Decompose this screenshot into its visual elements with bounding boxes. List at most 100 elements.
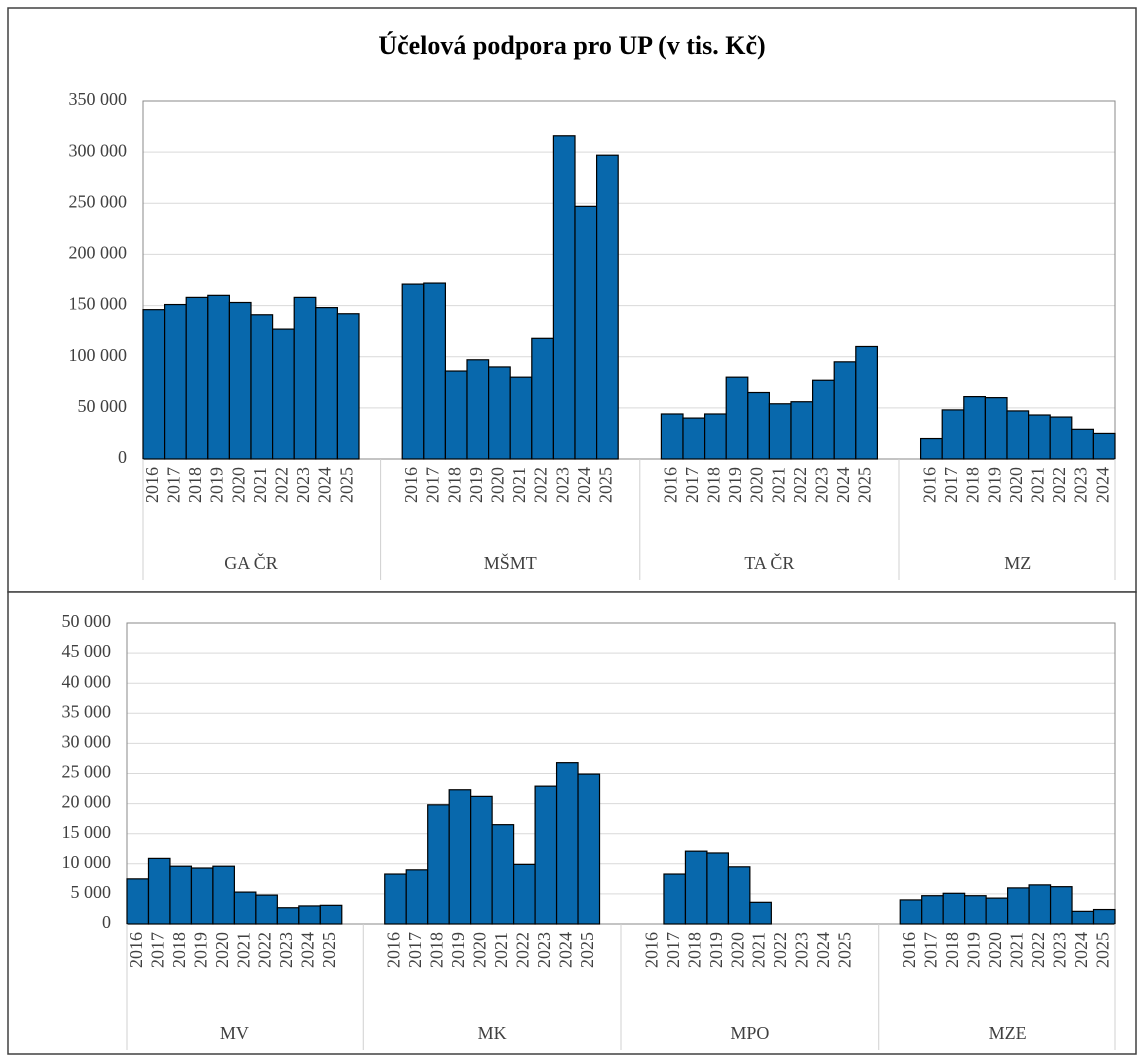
bar — [747, 391, 770, 460]
x-tick-label: 2018 — [169, 932, 189, 968]
y-tick-label: 45 000 — [62, 641, 112, 661]
x-tick-label: 2020 — [747, 467, 767, 503]
group-label: MPO — [730, 1023, 769, 1043]
x-tick-label: 2023 — [552, 467, 572, 503]
bar — [164, 303, 187, 460]
bar — [531, 337, 554, 460]
bar — [703, 413, 727, 460]
x-tick-label: 2018 — [444, 467, 464, 503]
bar — [660, 413, 684, 460]
x-tick-label: 2020 — [985, 932, 1005, 968]
x-tick-label: 2017 — [164, 467, 184, 503]
group-label: MŠMT — [484, 552, 537, 573]
x-tick-label: 2023 — [812, 467, 832, 503]
x-tick-label: 2025 — [855, 467, 875, 503]
bar — [466, 359, 490, 460]
group-label: MZE — [989, 1023, 1027, 1043]
bar — [942, 892, 966, 925]
bar — [190, 867, 214, 925]
bar — [444, 370, 468, 460]
x-tick-label: 2018 — [427, 932, 447, 968]
x-tick-label: 2023 — [1071, 467, 1091, 503]
x-tick-label: 2025 — [577, 932, 597, 968]
bar — [768, 403, 792, 460]
y-tick-label: 10 000 — [62, 852, 112, 872]
bar — [985, 897, 1009, 925]
x-tick-label: 2017 — [941, 467, 961, 503]
plot-border — [142, 100, 1116, 460]
x-tick-label: 2020 — [727, 932, 747, 968]
x-tick-label: 2025 — [835, 932, 855, 968]
bar — [272, 328, 295, 460]
bar — [142, 309, 166, 460]
bar — [552, 135, 576, 460]
x-tick-label: 2017 — [405, 932, 425, 968]
x-tick-label: 2018 — [684, 932, 704, 968]
bar — [233, 891, 257, 925]
x-tick-label: 2019 — [725, 467, 745, 503]
x-tick-label: 2025 — [1092, 932, 1112, 968]
bar — [448, 789, 472, 925]
x-tick-label: 2023 — [792, 932, 812, 968]
y-tick-label: 35 000 — [62, 701, 112, 721]
x-tick-label: 2020 — [470, 932, 490, 968]
bar — [855, 345, 878, 460]
bar — [1028, 884, 1052, 925]
y-tick-label: 20 000 — [62, 792, 112, 812]
x-tick-label: 2022 — [1049, 467, 1069, 503]
bar — [255, 894, 278, 925]
x-tick-label: 2024 — [833, 467, 853, 503]
bar — [1092, 908, 1116, 925]
x-tick-label: 2018 — [963, 467, 983, 503]
bar — [336, 313, 360, 460]
x-tick-label: 2023 — [293, 467, 313, 503]
x-tick-label: 2024 — [813, 932, 833, 968]
group-label: MK — [478, 1023, 507, 1043]
bar — [1049, 416, 1073, 460]
y-tick-label: 15 000 — [62, 822, 112, 842]
y-tick-label: 0 — [102, 912, 111, 932]
group-label: MV — [220, 1023, 249, 1043]
bar — [491, 824, 515, 925]
x-tick-label: 2016 — [384, 932, 404, 968]
y-tick-label: 30 000 — [62, 732, 112, 752]
x-tick-label: 2018 — [185, 467, 205, 503]
x-tick-label: 2024 — [1071, 932, 1091, 968]
bar — [963, 396, 986, 460]
x-tick-label: 2017 — [423, 467, 443, 503]
x-tick-label: 2021 — [491, 932, 511, 968]
bar — [384, 873, 407, 925]
x-tick-label: 2024 — [1092, 467, 1112, 503]
bar — [706, 852, 729, 925]
x-tick-label: 2020 — [228, 467, 248, 503]
x-tick-label: 2018 — [942, 932, 962, 968]
bar — [555, 762, 579, 925]
bar — [984, 397, 1008, 460]
x-tick-label: 2021 — [233, 932, 253, 968]
bar — [228, 301, 252, 460]
x-tick-label: 2020 — [212, 932, 232, 968]
x-tick-label: 2019 — [207, 467, 227, 503]
x-tick-label: 2022 — [1028, 932, 1048, 968]
chart-title: Účelová podpora pro UP (v tis. Kč) — [378, 31, 765, 60]
group-label: GA ČR — [224, 552, 278, 573]
x-tick-label: 2021 — [1006, 932, 1026, 968]
bar — [1007, 887, 1030, 925]
bar — [964, 895, 987, 925]
bar — [919, 437, 943, 460]
x-tick-label: 2016 — [920, 467, 940, 503]
x-tick-label: 2019 — [984, 467, 1004, 503]
x-tick-label: 2017 — [682, 467, 702, 503]
x-tick-label: 2016 — [660, 467, 680, 503]
group-label: TA ČR — [744, 552, 794, 573]
bar — [1071, 428, 1095, 460]
bar — [319, 904, 343, 925]
bar — [574, 205, 598, 460]
bar — [427, 804, 450, 925]
bar — [899, 899, 923, 925]
y-tick-label: 200 000 — [69, 243, 128, 263]
x-tick-label: 2022 — [531, 467, 551, 503]
x-tick-label: 2020 — [1006, 467, 1026, 503]
y-tick-label: 40 000 — [62, 671, 112, 691]
